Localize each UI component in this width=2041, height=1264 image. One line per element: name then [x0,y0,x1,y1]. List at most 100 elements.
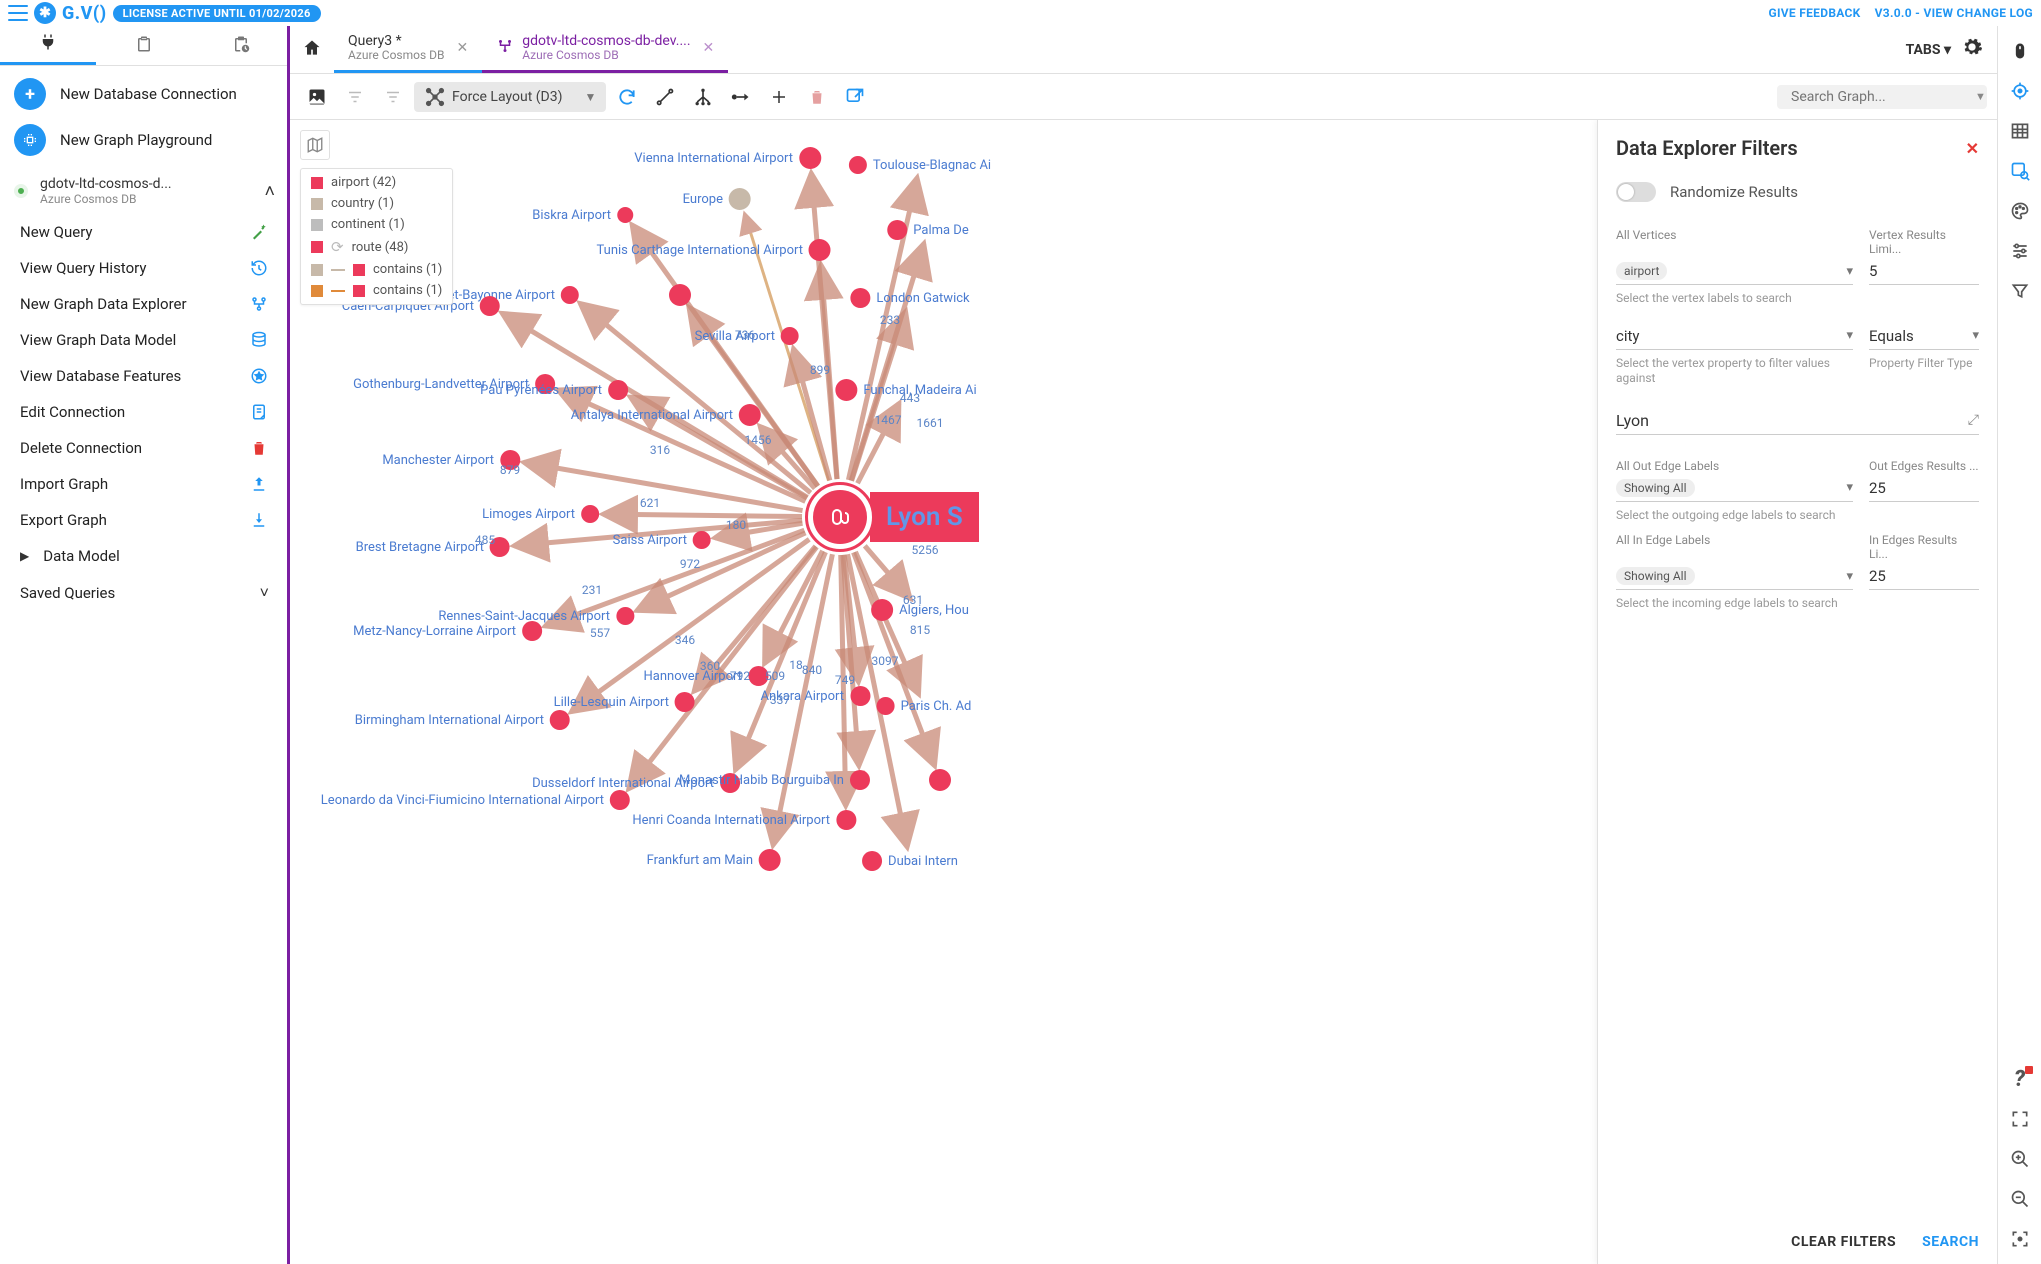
inspect-icon[interactable] [2003,154,2037,188]
license-badge: LICENSE ACTIVE UNTIL 01/02/2026 [113,5,321,22]
edge-weight-label: 509 [765,669,785,683]
property-hint: Select the vertex property to filter val… [1616,356,1853,387]
add-button[interactable] [762,80,796,114]
path-button[interactable] [648,80,682,114]
in-limit-input[interactable]: 25 [1869,563,1979,590]
tabs-dropdown-label: TABS [1906,42,1941,58]
clear-filters-button[interactable]: CLEAR FILTERS [1791,1234,1896,1250]
filter-b-button[interactable] [376,80,410,114]
vertex-limit-value: 5 [1869,262,1979,280]
menu-icon[interactable] [8,5,28,21]
data-model-label: Data Model [43,547,120,565]
connection-row[interactable]: gdotv-ltd-cosmos-d... Azure Cosmos DB ˄ [0,168,289,214]
wand-icon [249,223,269,241]
new-connection-button[interactable]: + New Database Connection [14,78,275,110]
expand-icon[interactable]: ⤢ [1968,412,1979,428]
sidebar-item-import-graph[interactable]: Import Graph [0,466,289,502]
zoom-in-icon[interactable] [2003,1142,2037,1176]
layout-select[interactable]: Force Layout (D3) ▼ [414,82,606,112]
randomize-label: Randomize Results [1670,183,1798,201]
sidebar-item-view-query-history[interactable]: View Query History [0,250,289,286]
saved-queries-label: Saved Queries [20,584,115,602]
tabs-dropdown[interactable]: TABS ▾ [1906,42,1951,58]
sidebar-item-view-database-features[interactable]: View Database Features [0,358,289,394]
star-icon [249,367,269,385]
tab-explorer[interactable]: gdotv-ltd-cosmos-db-dev.... Azure Cosmos… [482,26,728,73]
out-limit-input[interactable]: 25 [1869,475,1979,502]
mouse-icon[interactable] [2003,34,2037,68]
image-mode-button[interactable] [300,80,334,114]
sidebar-item-new-graph-data-explorer[interactable]: New Graph Data Explorer [0,286,289,322]
sidebar-item-label: Edit Connection [20,403,125,421]
refresh-button[interactable] [610,80,644,114]
sidebar-item-delete-connection[interactable]: Delete Connection [0,430,289,466]
tab-close-icon[interactable]: ✕ [703,40,715,56]
search-graph[interactable]: ▼ [1777,85,1987,109]
tab-explorer-titles: gdotv-ltd-cosmos-db-dev.... Azure Cosmos… [522,33,690,63]
edge-weight-label: 1467 [875,413,902,427]
search-graph-input[interactable] [1791,89,1969,105]
trash-icon [249,439,269,457]
de-grid: All Vertices Vertex Results Limi... airp… [1616,220,1979,612]
sidebar-item-export-graph[interactable]: Export Graph [0,502,289,538]
center-node[interactable] [805,482,875,552]
fullscreen-icon[interactable] [2003,1102,2037,1136]
settings-gear-icon[interactable] [1961,36,1983,63]
legend-row: country (1) [311,196,442,211]
target-icon[interactable] [2003,74,2037,108]
sidebar-item-saved-queries[interactable]: Saved Queries ˅ [0,574,289,612]
zoom-out-icon[interactable] [2003,1182,2037,1216]
topbar-right: GIVE FEEDBACK V3.0.0 - VIEW CHANGE LOG [1768,6,2033,20]
vertex-labels-select[interactable]: airport ▾ [1616,258,1853,285]
tab-explorer-sub: Azure Cosmos DB [522,49,690,63]
filter-type-select[interactable]: Equals ▾ [1869,323,1979,350]
sidebar-item-data-model[interactable]: ▶ Data Model [0,538,289,574]
palette-icon[interactable] [2003,194,2037,228]
in-edges-chip: Showing All [1616,567,1695,585]
sidebar-tab-tasks[interactable] [193,26,289,65]
tab-close-icon[interactable]: ✕ [457,40,469,56]
close-icon[interactable]: ✕ [1966,139,1979,158]
help-icon[interactable]: ? [2003,1062,2037,1096]
delete-button[interactable] [800,80,834,114]
sidebar-item-view-graph-data-model[interactable]: View Graph Data Model [0,322,289,358]
feedback-link[interactable]: GIVE FEEDBACK [1768,6,1860,20]
legend-row: contains (1) [311,262,442,277]
value-input[interactable]: Lyon [1616,411,1968,430]
status-dot-icon [14,184,28,198]
sidebar-tab-clipboard[interactable] [96,26,192,65]
edge-weight-label: 1661 [917,416,944,430]
in-limit-value: 25 [1869,567,1979,585]
edge-weight-label: 231 [582,583,602,597]
filter-a-button[interactable] [338,80,372,114]
version-link[interactable]: V3.0.0 - VIEW CHANGE LOG [1875,6,2033,20]
caret-right-icon: ▶ [20,549,29,563]
grid-icon[interactable] [2003,114,2037,148]
edge-button[interactable] [724,80,758,114]
search-button[interactable]: SEARCH [1922,1234,1979,1250]
out-edges-select[interactable]: Showing All ▾ [1616,475,1853,502]
map-icon[interactable] [300,130,330,160]
in-edges-label: All In Edge Labels [1616,533,1853,561]
tab-query3[interactable]: Query3 * Azure Cosmos DB ✕ [334,26,482,73]
edge-weight-label: 815 [910,623,930,637]
clipboard-icon [135,35,153,57]
logo-icon: ✱ [34,2,56,24]
sidebar-item-new-query[interactable]: New Query [0,214,289,250]
property-select[interactable]: city ▾ [1616,323,1853,350]
db-icon [249,331,269,349]
tab-explorer-title: gdotv-ltd-cosmos-db-dev.... [522,33,690,49]
focus-frame-icon[interactable] [2003,1222,2037,1256]
tree-button[interactable] [686,80,720,114]
funnel-icon[interactable] [2003,274,2037,308]
sliders-icon[interactable] [2003,234,2037,268]
sidebar-item-edit-connection[interactable]: Edit Connection [0,394,289,430]
tab-home[interactable] [290,26,334,73]
vertex-limit-input[interactable]: 5 [1869,258,1979,285]
randomize-toggle[interactable] [1616,182,1656,202]
legend-row: airport (42) [311,175,442,190]
export-button[interactable] [838,80,872,114]
in-edges-select[interactable]: Showing All ▾ [1616,563,1853,590]
sidebar-tab-connections[interactable] [0,26,96,65]
new-playground-button[interactable]: New Graph Playground [14,124,275,156]
